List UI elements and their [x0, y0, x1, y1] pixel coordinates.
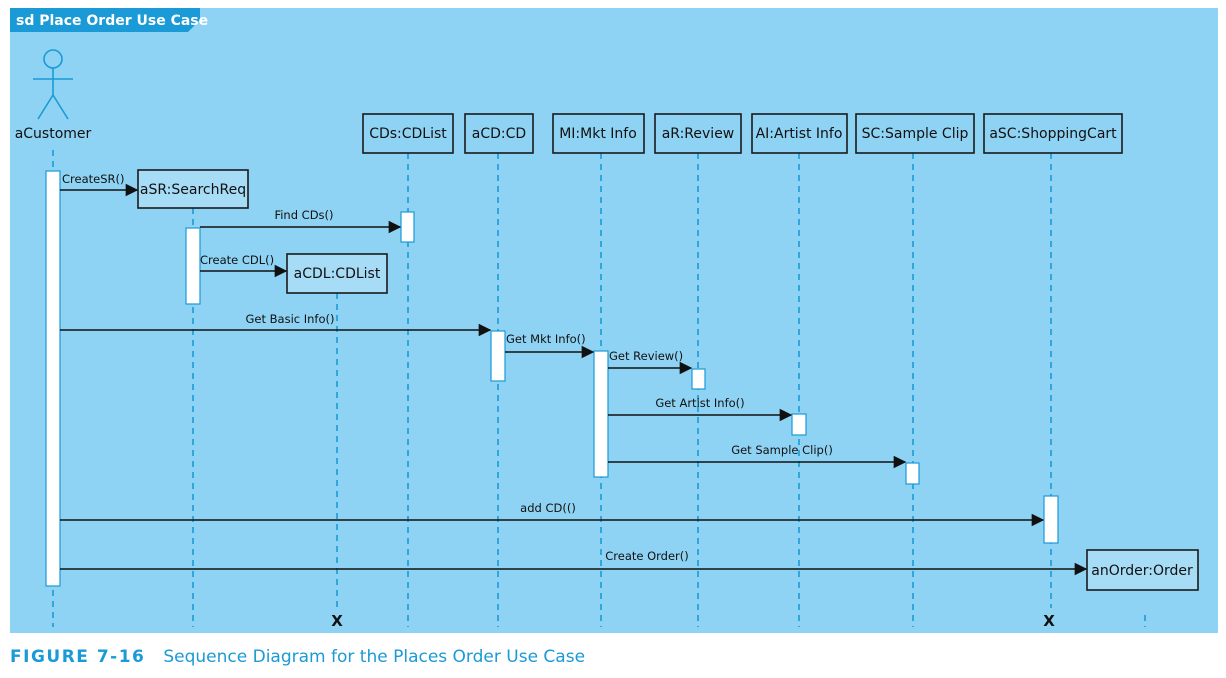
frame-background	[10, 8, 1218, 633]
object-label-ar: aR:Review	[662, 126, 735, 142]
message-label-findcds: Find CDs()	[274, 208, 333, 222]
message-label-getsampleclip: Get Sample Clip()	[731, 443, 833, 457]
frame-label: sd Place Order Use Case	[16, 13, 208, 29]
message-label-getbasicinfo: Get Basic Info()	[246, 312, 335, 326]
figure-number: FIGURE 7-16	[10, 647, 145, 667]
object-label-cds: CDs:CDList	[369, 126, 447, 142]
activation-sc	[906, 463, 919, 484]
figure-caption: FIGURE 7-16 Sequence Diagram for the Plac…	[10, 647, 585, 667]
activation-searchreq	[186, 228, 200, 304]
object-label-anorder: anOrder:Order	[1091, 563, 1193, 579]
message-label-getartistinfo: Get Artist Info()	[655, 396, 744, 410]
actor-name: aCustomer	[15, 126, 92, 142]
activation-ar	[692, 369, 705, 389]
activation-acd	[491, 331, 505, 381]
object-label-ai: AI:Artist Info	[756, 126, 843, 142]
object-label-sc: SC:Sample Clip	[862, 126, 969, 142]
message-label-createcdl: Create CDL()	[200, 253, 274, 267]
message-label-createorder: Create Order()	[605, 549, 689, 563]
destroy-marker-acdl-icon: X	[331, 612, 343, 630]
activation-cds	[401, 212, 414, 242]
activation-mi	[594, 351, 608, 477]
message-label-getreview: Get Review()	[609, 349, 683, 363]
activation-acustomer	[46, 171, 60, 586]
activation-asc	[1044, 496, 1058, 543]
object-label-acd: aCD:CD	[472, 126, 526, 142]
message-label-getmktinfo: Get Mkt Info()	[506, 332, 586, 346]
figure-title: Sequence Diagram for the Places Order Us…	[163, 647, 585, 667]
message-label-addcd: add CD(()	[520, 501, 576, 515]
message-label-createsr: CreateSR()	[62, 172, 124, 186]
object-label-mi: MI:Mkt Info	[559, 126, 637, 142]
object-label-searchreq: aSR:SearchReq	[140, 182, 246, 198]
destroy-marker-asc-icon: X	[1043, 612, 1055, 630]
object-label-asc: aSC:ShoppingCart	[989, 126, 1117, 142]
object-label-acdl: aCDL:CDList	[294, 266, 381, 282]
activation-ai	[792, 414, 806, 435]
